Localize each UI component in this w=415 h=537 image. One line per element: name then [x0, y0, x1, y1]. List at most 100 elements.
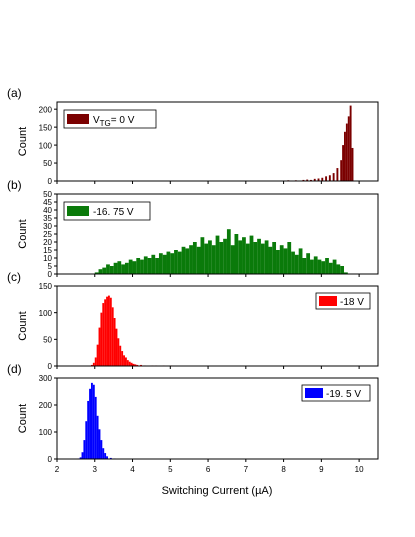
y-tick-label: 50 — [43, 159, 52, 168]
bar — [260, 243, 265, 274]
bar — [90, 364, 93, 366]
bar — [106, 264, 110, 274]
bar — [81, 452, 84, 459]
bar — [313, 256, 318, 274]
x-tick-label: 7 — [244, 465, 249, 474]
legend-label: VTG= 0 V — [93, 115, 135, 128]
bar — [321, 177, 324, 181]
bar — [104, 299, 107, 366]
bar — [109, 266, 114, 274]
y-axis-label: Count — [17, 311, 29, 340]
legend: -16. 75 V — [63, 201, 151, 221]
bars — [90, 295, 173, 366]
panel-3: 0 100 200 300 2 3 4 5 6 7 8 9 10 Count (d) -19. 5 V — [7, 362, 379, 474]
bar — [272, 242, 277, 274]
y-tick-label: 0 — [48, 362, 53, 371]
legend-swatch — [67, 114, 89, 124]
bar — [223, 238, 227, 274]
y-tick-label: 200 — [39, 105, 53, 114]
bar — [151, 254, 156, 274]
bar — [132, 261, 137, 274]
legend: -18 V — [315, 292, 371, 310]
plot-frame — [56, 285, 379, 367]
bar — [317, 178, 320, 181]
bar — [92, 384, 95, 459]
bar — [121, 264, 125, 274]
bar — [147, 258, 152, 274]
y-tick-label: 50 — [43, 336, 52, 345]
bar — [162, 254, 167, 274]
bar — [344, 131, 346, 181]
y-tick-label: 25 — [43, 230, 52, 239]
bar — [96, 415, 99, 459]
bar — [102, 267, 107, 274]
bar — [124, 357, 127, 366]
legend-swatch — [305, 388, 323, 398]
bar — [111, 307, 114, 366]
bar — [121, 351, 124, 366]
bar — [136, 364, 139, 366]
y-tick-label: 50 — [43, 190, 52, 199]
y-tick-label: 0 — [48, 270, 53, 279]
bar — [100, 440, 103, 459]
y-tick-label: 40 — [43, 206, 52, 215]
y-tick-label: 150 — [39, 282, 53, 291]
bar — [336, 264, 341, 274]
panel-label: (a) — [7, 86, 22, 100]
bar — [310, 259, 314, 274]
panel-2: 0 50 100 150 Count (c) -18 V — [7, 270, 379, 371]
bar — [166, 251, 171, 274]
bar — [268, 246, 273, 274]
bar — [128, 259, 133, 274]
bar — [332, 259, 337, 274]
x-tick-label: 3 — [93, 465, 98, 474]
bar — [215, 235, 220, 274]
bar — [189, 245, 193, 274]
bar — [130, 362, 133, 366]
bar — [310, 179, 312, 181]
bar — [174, 250, 178, 274]
bar — [106, 456, 108, 459]
bar — [140, 259, 144, 274]
y-tick-label: 0 — [48, 177, 53, 186]
bar — [211, 245, 216, 274]
y-tick-label: 100 — [39, 428, 53, 437]
bar — [177, 251, 182, 274]
bar — [328, 262, 333, 274]
y-tick-label: 300 — [39, 374, 53, 383]
bar — [113, 318, 116, 366]
y-tick-label: 20 — [43, 238, 52, 247]
x-axis-label: Switching Current (µA) — [162, 485, 273, 497]
bar — [245, 243, 250, 274]
y-tick-label: 150 — [39, 123, 53, 132]
bar — [321, 261, 326, 274]
bar — [102, 303, 105, 366]
bar — [83, 440, 86, 459]
y-tick-label: 0 — [48, 455, 53, 464]
bar — [90, 382, 93, 459]
panel-label: (c) — [7, 270, 21, 284]
bar — [117, 261, 122, 274]
y-tick-label: 15 — [43, 246, 52, 255]
legend-swatch — [67, 206, 89, 216]
x-tick-label: 5 — [168, 465, 173, 474]
bar — [102, 448, 105, 459]
bar — [351, 147, 354, 181]
bar — [98, 269, 103, 274]
bar — [276, 250, 280, 274]
bar — [340, 160, 343, 181]
bars — [94, 229, 348, 274]
bar — [115, 328, 118, 366]
bar — [340, 266, 345, 274]
bar — [136, 258, 141, 274]
bar — [87, 400, 90, 459]
panel-label: (d) — [7, 362, 22, 376]
y-axis-label: Count — [17, 127, 29, 156]
bar — [98, 429, 101, 459]
bar — [140, 364, 142, 366]
y-tick-label: 100 — [39, 309, 53, 318]
bar — [92, 362, 95, 366]
y-tick-label: 45 — [43, 198, 52, 207]
